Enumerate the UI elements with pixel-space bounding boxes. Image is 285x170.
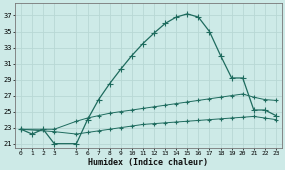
X-axis label: Humidex (Indice chaleur): Humidex (Indice chaleur) <box>88 158 209 167</box>
